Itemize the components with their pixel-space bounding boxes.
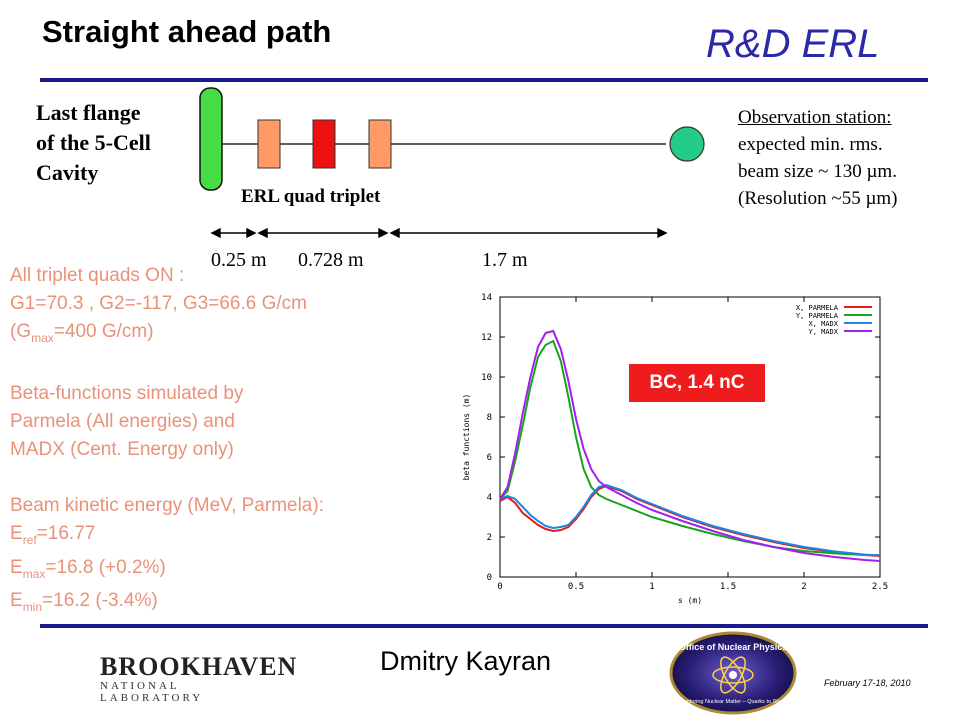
distance-label-1: 0.25 m	[211, 249, 267, 271]
beta-function-chart: 0 0.5 1 1.5 2 2.5 0 2 4 6 8 10 12 14 s (m) beta functio…	[462, 293, 888, 605]
quad-2	[312, 119, 336, 169]
distance-label-3: 1.7 m	[482, 249, 528, 271]
y-tick-label: 10	[481, 373, 492, 383]
x-tick-label: 1.5	[720, 582, 736, 592]
distance-label-2: 0.728 m	[298, 249, 364, 271]
y-tick-label: 12	[481, 333, 492, 343]
observation-label: Observation station: expected min. rms. …	[738, 104, 958, 212]
x-tick-label: 0.5	[568, 582, 584, 592]
triplet-label: ERL quad triplet	[241, 186, 381, 207]
settings-text: All triplet quads ON : G1=70.3 , G2=-117…	[10, 262, 420, 621]
energy-title: Beam kinetic energy (MeV, Parmela):	[10, 494, 324, 516]
settings-line: All triplet quads ON :	[10, 265, 185, 286]
bunch-charge-badge: BC, 1.4 nC	[629, 364, 765, 402]
flange-label-line: Last flange	[36, 100, 141, 125]
beta-line: Beta-functions simulated by	[10, 382, 244, 404]
author-name: Dmitry Kayran	[380, 646, 552, 676]
cavity-flange	[199, 87, 223, 191]
brookhaven-logo: BROOKHAVEN NATIONAL LABORATORY	[100, 652, 298, 704]
x-tick-label: 2.5	[872, 582, 888, 592]
y-tick-label: 4	[487, 493, 492, 503]
observation-line: beam size ~ 130 µm.	[738, 161, 897, 182]
plot-frame	[499, 296, 881, 578]
y-tick-label: 0	[487, 573, 492, 583]
energy-line: Eref=16.77	[10, 522, 96, 547]
y-tick-label: 6	[487, 453, 492, 463]
distance-arrows	[210, 227, 668, 239]
date-label: February 17-18, 2010	[824, 678, 911, 688]
x-tick-label: 0	[497, 582, 502, 592]
observation-line: (Resolution ~55 µm)	[738, 188, 898, 209]
flange-label-line: of the 5-Cell	[36, 130, 151, 155]
flange-label-line: Cavity	[36, 160, 99, 185]
observation-station	[669, 126, 705, 162]
beta-line: Parmela (All energies) and	[10, 410, 235, 432]
y-tick-label: 8	[487, 413, 492, 423]
top-divider	[40, 78, 928, 82]
x-tick-label: 2	[801, 582, 806, 592]
observation-line: expected min. rms.	[738, 134, 883, 155]
legend-label: X, PARMELA	[796, 304, 839, 312]
quad-3	[368, 119, 392, 169]
lab-name: BROOKHAVEN	[100, 652, 298, 681]
quad-1	[257, 119, 281, 169]
x-tick-label: 1	[649, 582, 654, 592]
doe-top-text: Office of Nuclear Physics	[679, 642, 788, 652]
slide-title: Straight ahead path	[42, 14, 332, 49]
x-axis-label: s (m)	[678, 596, 702, 605]
series-line	[499, 484, 881, 557]
y-tick-label: 2	[487, 533, 492, 543]
legend-label: Y, MADX	[808, 328, 838, 336]
y-tick-label: 14	[481, 293, 492, 303]
energy-line: Emax=16.8 (+0.2%)	[10, 556, 166, 581]
y-axis-label: beta functions (m)	[462, 394, 471, 481]
series-line	[499, 329, 881, 562]
bottom-divider	[40, 624, 928, 628]
observation-title: Observation station:	[738, 107, 892, 128]
doe-bottom-text: Exploring Nuclear Matter – Quarks to Sta…	[681, 699, 786, 705]
doe-logo: Office of Nuclear Physics Exploring Nucl…	[669, 631, 797, 715]
lab-subtitle: NATIONAL LABORATORY	[100, 680, 204, 704]
beamline-diagram	[199, 87, 705, 239]
settings-line: (Gmax=400 G/cm)	[10, 321, 154, 345]
energy-line: Emin=16.2 (-3.4%)	[10, 590, 158, 615]
brand-title: R&D ERL	[706, 22, 880, 66]
legend-label: Y, PARMELA	[796, 312, 839, 320]
flange-label: Last flange of the 5-Cell Cavity	[36, 98, 206, 188]
series-line	[499, 483, 881, 557]
settings-line: G1=70.3 , G2=-117, G3=66.6 G/cm	[10, 293, 307, 314]
beta-line: MADX (Cent. Energy only)	[10, 438, 234, 460]
legend-label: X, MADX	[808, 320, 838, 328]
